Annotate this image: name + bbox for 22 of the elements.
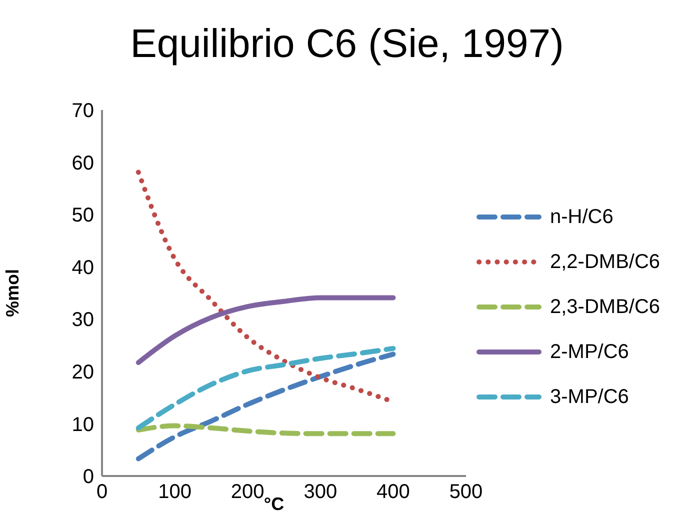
legend-label: 2-MP/C6: [550, 340, 629, 364]
y-tick-label: 40: [72, 256, 94, 279]
y-tick-label: 50: [72, 204, 94, 227]
y-tick-label: 60: [72, 152, 94, 174]
x-tick-label: 0: [96, 481, 108, 504]
x-tick-label: 500: [449, 481, 483, 504]
x-tick-label: 400: [376, 481, 410, 504]
x-tick-label: 300: [304, 481, 338, 504]
legend-label: 3-MP/C6: [550, 386, 629, 408]
y-tick-label: 30: [72, 309, 94, 332]
y-tick-label: 70: [72, 100, 94, 122]
x-tick-label: 200: [230, 481, 264, 504]
x-axis-title: °C: [264, 494, 284, 514]
y-tick-label: 20: [72, 362, 94, 384]
legend-label: 2,2-DMB/C6: [550, 250, 660, 274]
y-tick-label: 10: [72, 414, 94, 436]
x-tick-label: 100: [158, 481, 192, 504]
y-axis-title: %mol: [2, 268, 22, 318]
chart-title: Equilibrio C6 (Sie, 1997): [129, 22, 565, 67]
legend-label: 2,3-DMB/C6: [550, 296, 660, 318]
y-tick-label: 0: [82, 466, 94, 488]
legend-label: n-H/C6: [550, 206, 614, 228]
